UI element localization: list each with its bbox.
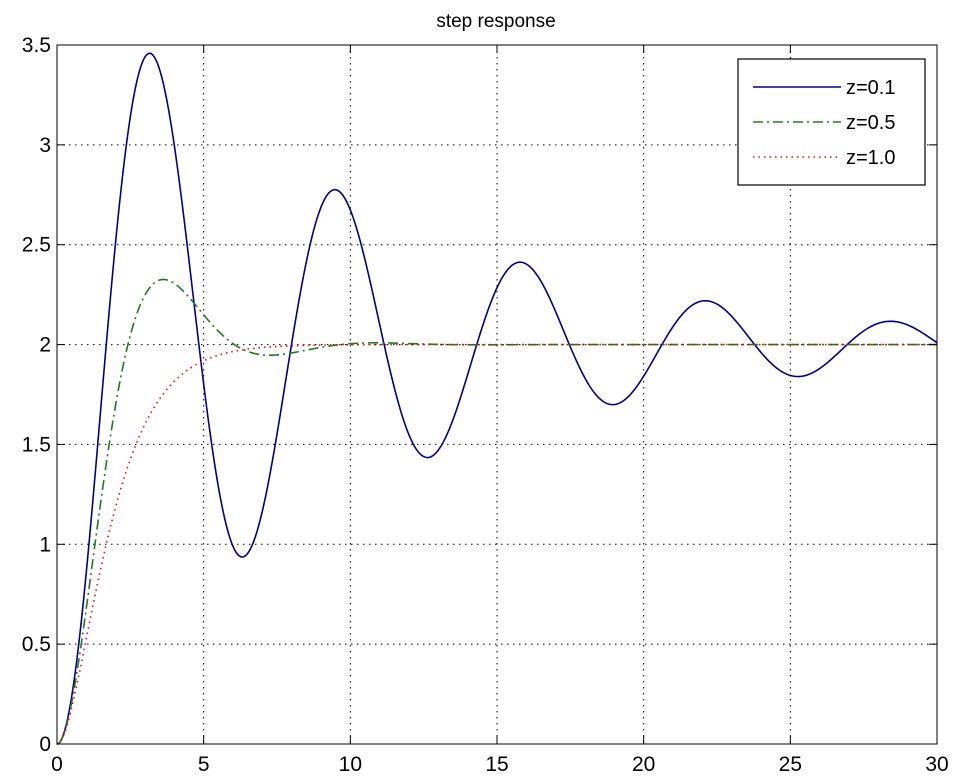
y-tick-label: 2 [39,334,51,357]
legend-label: z=1.0 [846,147,895,169]
legend: z=0.1 z=0.5 z=1.0 [737,58,926,186]
y-tick-label: 2.5 [22,234,51,257]
series-line-z-0-5 [56,278,937,745]
x-tick-label: 15 [485,753,508,776]
y-tick-label: 1 [39,533,51,556]
y-tick-label: 3.5 [22,34,51,57]
x-tick-label: 20 [632,753,655,776]
x-tick-label: 5 [198,753,210,776]
y-tick-label: 0 [39,733,51,756]
x-tick-label: 0 [51,753,63,776]
legend-label: z=0.1 [846,77,895,99]
x-tick-label: 25 [779,753,802,776]
legend-label: z=0.5 [846,112,895,134]
chart-title: step response [436,11,555,32]
y-tick-label: 3 [39,134,51,157]
series-line-z-0-1 [56,52,938,745]
y-tick-label: 1.5 [22,433,51,456]
x-tick-label: 30 [925,753,948,776]
legend-box [737,58,926,186]
y-tick-label: 0.5 [22,633,51,656]
x-tick-label: 10 [339,753,362,776]
